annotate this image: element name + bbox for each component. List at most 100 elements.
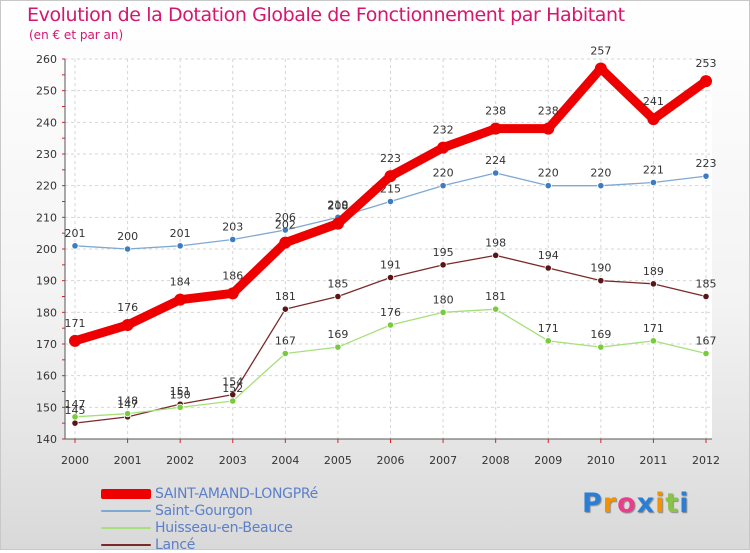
data-point (386, 197, 395, 206)
x-tick-label: 2001 (114, 454, 142, 467)
data-label: 189 (643, 265, 664, 278)
legend-item: Lancé (101, 537, 195, 553)
data-label: 206 (275, 211, 296, 224)
data-point (597, 277, 605, 285)
data-point (492, 169, 500, 177)
data-label: 150 (170, 388, 191, 401)
data-label: 152 (222, 382, 243, 395)
data-point (649, 178, 658, 187)
y-tick-label: 150 (36, 401, 57, 414)
y-tick-label: 240 (36, 116, 57, 129)
series-saint-amand-longpr-: 171 176 184 186 202 208 223 232 238 238 257 241 253 (65, 45, 717, 347)
data-label: 147 (65, 398, 86, 411)
data-label: 180 (433, 293, 454, 306)
legend-item: Huisseau-en-Beauce (101, 520, 293, 536)
x-tick-label: 2009 (534, 454, 562, 467)
data-point (281, 305, 289, 313)
x-tick-label: 2010 (587, 454, 615, 467)
y-tick-label: 220 (36, 180, 57, 193)
data-point (489, 122, 502, 135)
data-label: 176 (117, 301, 138, 314)
data-label: 171 (643, 322, 664, 335)
data-point (492, 305, 500, 313)
chart-title: Evolution de la Dotation Globale de Fonc… (27, 4, 625, 26)
legend-label: SAINT-AMAND-LONGPRé (155, 486, 318, 502)
x-tick-label: 2007 (429, 454, 457, 467)
legend-swatch (101, 489, 151, 499)
x-tick-label: 2008 (482, 454, 510, 467)
data-label: 223 (380, 152, 401, 165)
data-point (226, 287, 239, 300)
data-label: 169 (327, 328, 348, 341)
data-point (597, 182, 605, 190)
data-point (69, 334, 81, 347)
data-label: 154 (222, 376, 243, 389)
data-point (123, 410, 132, 418)
x-tick-label: 2004 (271, 454, 299, 467)
data-label: 220 (433, 167, 454, 180)
data-label: 186 (222, 269, 243, 282)
data-label: 202 (275, 219, 296, 232)
data-label: 201 (170, 227, 191, 240)
data-point (702, 172, 710, 180)
y-tick-label: 170 (36, 338, 57, 351)
data-point (594, 62, 607, 75)
data-label: 220 (538, 167, 559, 180)
y-tick-label: 190 (36, 275, 57, 288)
y-tick-label: 180 (36, 306, 57, 319)
data-point (281, 349, 289, 358)
data-point (229, 397, 237, 405)
data-point (386, 321, 395, 329)
x-tick-label: 2005 (324, 454, 352, 467)
data-label: 208 (327, 200, 348, 213)
x-tick-label: 2003 (219, 454, 247, 467)
chart-subtitle: (en € et par an) (29, 28, 124, 42)
data-label: 181 (275, 290, 296, 303)
data-label: 151 (170, 385, 191, 398)
data-label: 167 (275, 335, 296, 348)
legend-label: Lancé (155, 537, 196, 553)
data-label: 195 (433, 246, 454, 259)
data-point (123, 245, 132, 253)
data-label: 224 (485, 154, 506, 167)
data-point (647, 113, 660, 126)
y-tick-label: 230 (36, 148, 57, 161)
data-point (71, 242, 79, 250)
data-point (439, 308, 447, 316)
data-label: 238 (538, 105, 559, 118)
data-point (176, 242, 184, 250)
data-label: 203 (222, 221, 243, 234)
data-label: 190 (590, 262, 611, 275)
x-tick-label: 2012 (692, 454, 720, 467)
data-point (544, 182, 552, 190)
y-tick-label: 210 (36, 211, 57, 224)
data-point (542, 122, 555, 135)
data-label: 171 (538, 322, 559, 335)
data-point (176, 403, 184, 411)
data-point (649, 337, 658, 345)
data-label: 200 (117, 230, 138, 243)
legend-swatch (101, 510, 151, 512)
data-point (439, 182, 447, 190)
data-point (437, 141, 450, 154)
legend-item: Saint-Gourgon (101, 503, 253, 519)
proxiti-logo: Proxiti (582, 488, 690, 519)
data-label: 241 (643, 95, 664, 108)
data-label: 185 (327, 278, 348, 291)
data-label: 145 (65, 404, 86, 417)
data-label: 210 (327, 198, 348, 211)
data-point (544, 264, 552, 272)
data-label: 148 (117, 395, 138, 408)
data-point (702, 292, 710, 301)
data-point (279, 236, 292, 249)
data-label: 223 (696, 157, 717, 170)
y-tick-label: 200 (36, 243, 57, 256)
y-tick-label: 160 (36, 370, 57, 383)
data-point (597, 343, 605, 351)
data-label: 169 (590, 328, 611, 341)
y-tick-label: 250 (36, 85, 57, 98)
data-label: 147 (117, 398, 138, 411)
y-tick-label: 260 (36, 53, 57, 66)
